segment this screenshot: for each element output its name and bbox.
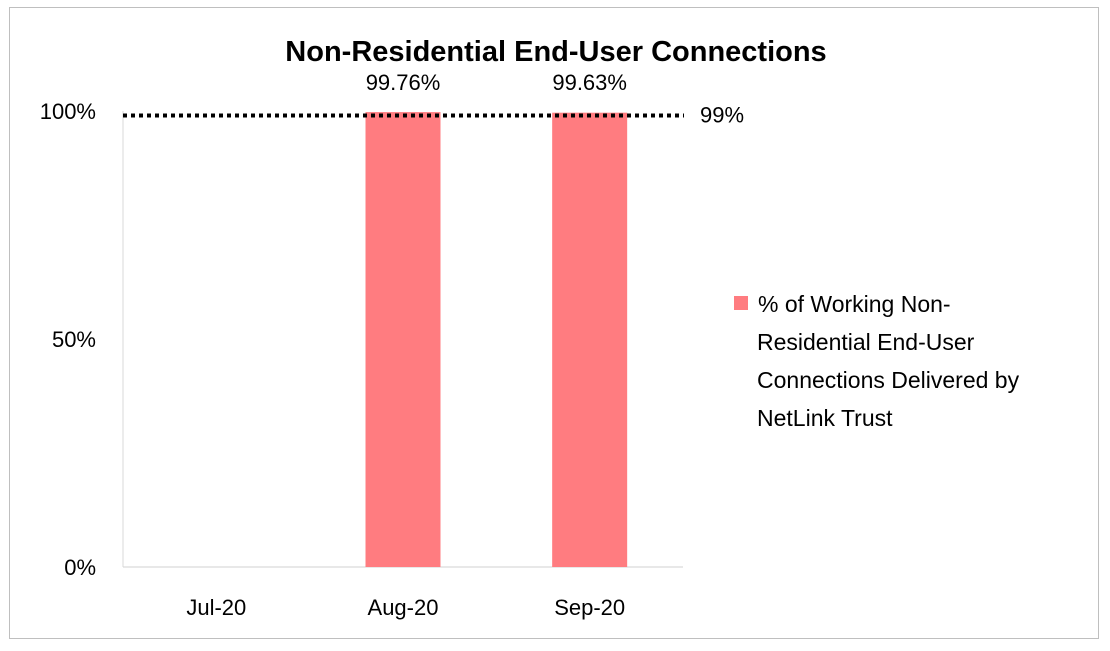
bar xyxy=(552,112,628,568)
x-tick-label: Jul-20 xyxy=(186,595,246,620)
legend-label-line: Residential End-User xyxy=(757,329,975,355)
y-tick-label: 100% xyxy=(40,99,96,124)
legend-label-line: NetLink Trust xyxy=(757,405,893,431)
legend-label-line: Connections Delivered by xyxy=(757,367,1020,393)
x-tick-label: Sep-20 xyxy=(554,595,625,620)
legend-label: % of Working Non- Residential End-User Con… xyxy=(757,291,1020,431)
x-tick-label: Aug-20 xyxy=(368,595,439,620)
target-label: 99% xyxy=(700,103,744,128)
y-tick-label: 50% xyxy=(52,327,96,352)
data-label: 99.63% xyxy=(552,70,627,95)
y-tick-label: 0% xyxy=(64,555,96,580)
plot-area: 0% 50% 100% Jul-20 99.76% Aug-20 99.63% Sep-20 9… xyxy=(40,70,744,620)
bar xyxy=(365,112,441,568)
legend-swatch xyxy=(734,296,748,310)
legend: % of Working Non- Residential End-User Con… xyxy=(734,291,1020,431)
legend-label-line: % of Working Non- xyxy=(758,291,951,317)
chart-title: Non-Residential End-User Connections xyxy=(285,36,826,68)
data-label: 99.76% xyxy=(366,70,441,95)
